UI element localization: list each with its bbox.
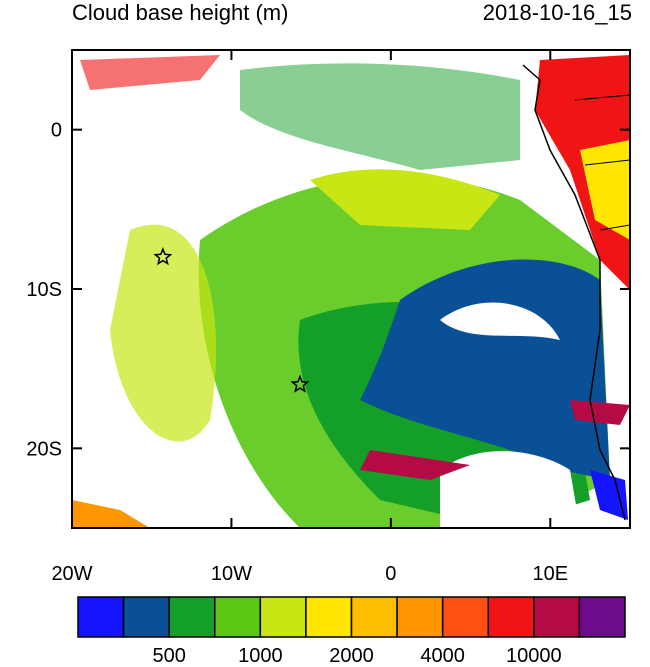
colorbar-swatch — [168, 596, 216, 638]
colorbar-swatch — [214, 596, 262, 638]
colorbar-label: 1000 — [238, 645, 283, 667]
colorbar-swatch — [77, 596, 125, 638]
colorbar-swatch — [578, 596, 626, 638]
colorbar-swatch — [122, 596, 170, 638]
lat-tick-label: 0 — [51, 120, 62, 142]
star-marker — [153, 247, 173, 266]
timestamp: 2018-10-16_15 — [483, 0, 632, 25]
colorbar-label: 2000 — [329, 645, 374, 667]
colorbar-swatch — [305, 596, 353, 638]
colorbar-label: 500 — [152, 645, 185, 667]
lat-tick-label: 20S — [26, 438, 62, 460]
cloud-field — [72, 55, 630, 528]
colorbar-swatch — [259, 596, 307, 638]
lon-tick-label: 10E — [532, 563, 568, 585]
colorbar-swatch — [533, 596, 581, 638]
colorbar-swatch — [396, 596, 444, 638]
lon-tick-label: 10W — [211, 563, 252, 585]
title: Cloud base height (m) — [72, 0, 288, 25]
star-marker — [290, 374, 310, 393]
colorbar-swatch — [441, 596, 489, 638]
lat-tick-label: 10S — [26, 279, 62, 301]
colorbar-swatch — [350, 596, 398, 638]
colorbar-label: 4000 — [420, 645, 465, 667]
lon-tick-label: 20W — [51, 563, 92, 585]
colorbar-swatch — [487, 596, 535, 638]
colorbar-label: 10000 — [506, 645, 562, 667]
lon-tick-label: 0 — [385, 563, 396, 585]
